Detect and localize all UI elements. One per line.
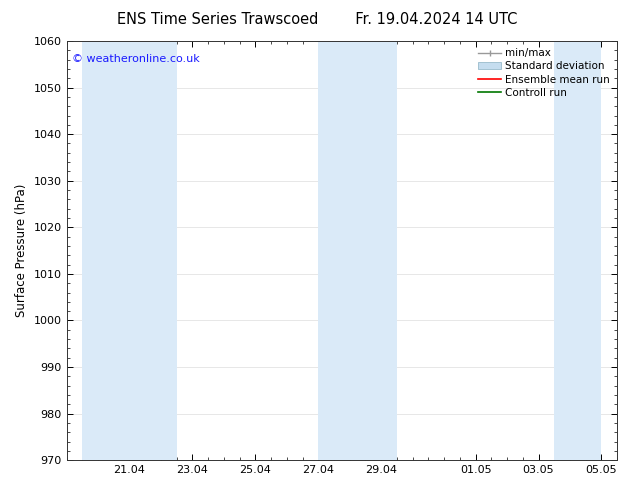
Y-axis label: Surface Pressure (hPa): Surface Pressure (hPa) [15,184,28,318]
Legend: min/max, Standard deviation, Ensemble mean run, Controll run: min/max, Standard deviation, Ensemble me… [476,46,612,100]
Bar [82,41,177,460]
Bar [554,41,602,460]
Text: ENS Time Series Trawscoed        Fr. 19.04.2024 14 UTC: ENS Time Series Trawscoed Fr. 19.04.2024… [117,12,517,27]
Bar [318,41,397,460]
Text: © weatheronline.co.uk: © weatheronline.co.uk [72,53,200,64]
